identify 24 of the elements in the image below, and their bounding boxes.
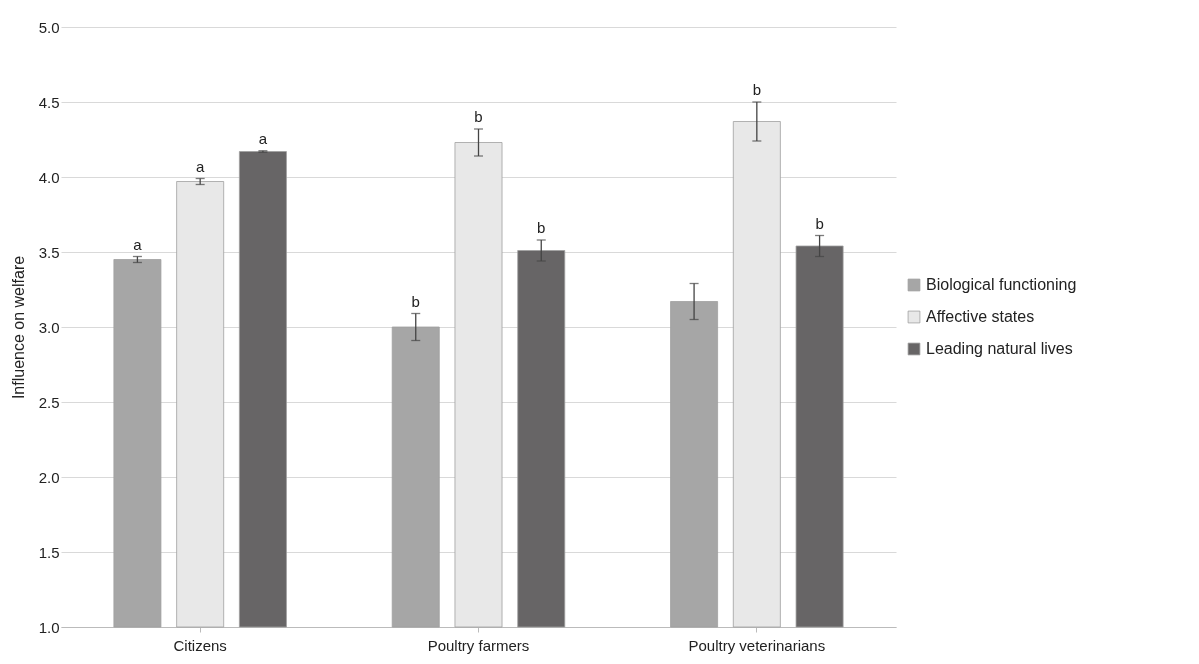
y-tick-label: 4.0	[38, 168, 60, 186]
legend-label: Leading natural lives	[926, 340, 1073, 357]
y-tick-label: 5.0	[38, 18, 60, 36]
y-tick-label: 3.5	[38, 243, 60, 261]
y-tick-label: 2.5	[38, 393, 60, 411]
data-label: b	[411, 292, 420, 310]
data-label: b	[537, 219, 546, 236]
x-tick-label: Poultry farmers	[427, 636, 530, 654]
legend-label: Biological functioning	[926, 276, 1077, 293]
y-tick-label: 1.0	[38, 618, 60, 636]
legend-label: Affective states	[926, 308, 1035, 325]
y-tick-label: 2.0	[38, 468, 60, 486]
data-label: a	[195, 157, 205, 175]
data-label: b	[815, 214, 824, 232]
x-tick-label: Citizens	[173, 636, 227, 654]
y-tick-label: 4.5	[38, 93, 60, 111]
y-axis-title: Influence on welfare	[9, 255, 27, 400]
data-label: a	[133, 235, 143, 253]
data-label: b	[474, 108, 483, 125]
data-label: b	[752, 81, 762, 98]
y-tick-label: 3.0	[38, 318, 60, 336]
y-tick-label: 1.5	[38, 543, 60, 561]
data-label: a	[258, 129, 268, 147]
x-tick-label: Poultry veterinarians	[688, 636, 826, 654]
